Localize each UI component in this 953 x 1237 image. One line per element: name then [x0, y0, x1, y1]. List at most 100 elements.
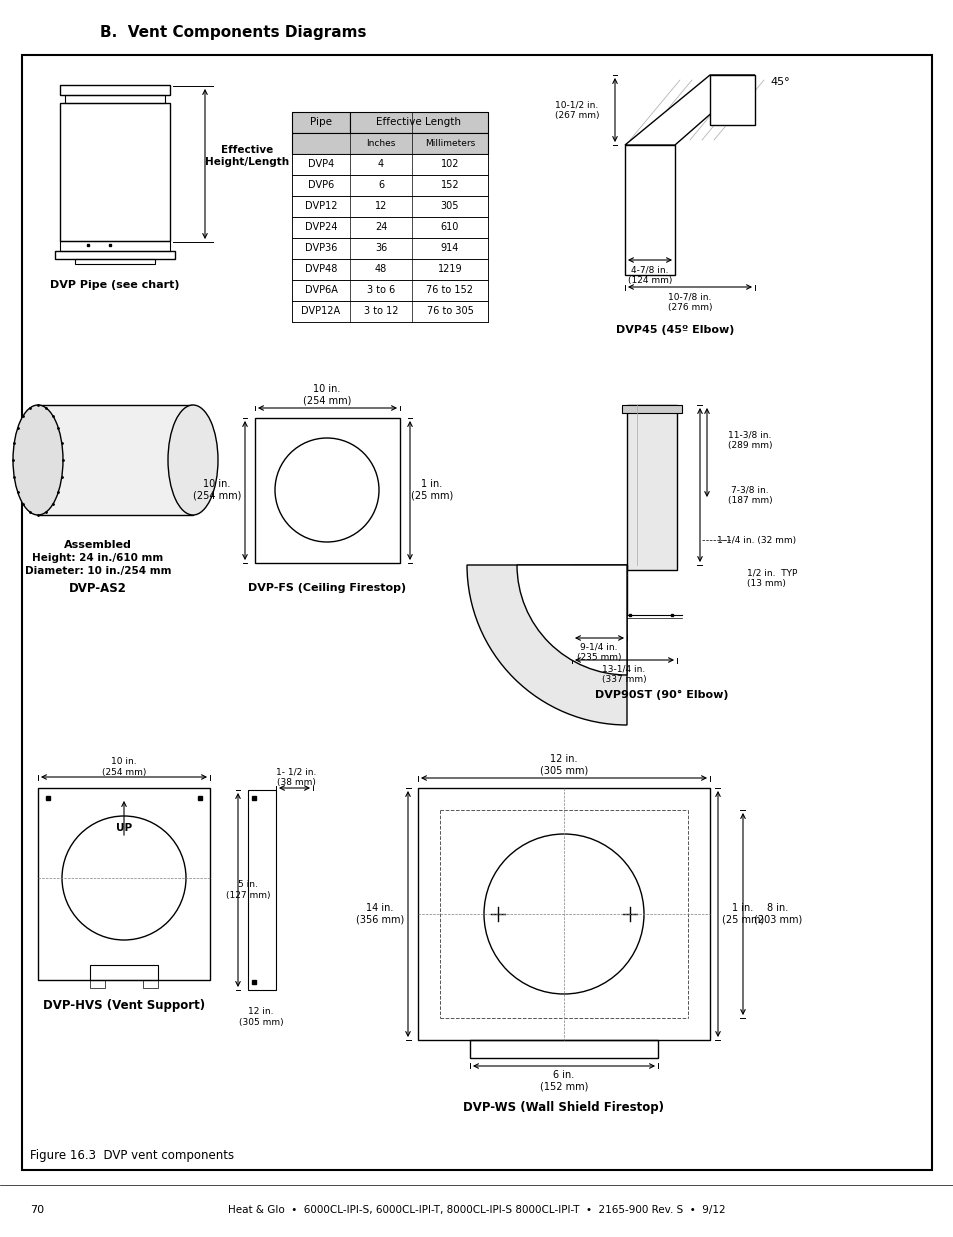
Text: 102: 102	[440, 160, 458, 169]
Bar	[470, 1040, 658, 1058]
Text: 1219: 1219	[437, 263, 462, 275]
Text: Heat & Glo  •  6000CL-IPI-S, 6000CL-IPI-T, 8000CL-IPI-S 8000CL-IPI-T  •  2165-90: Heat & Glo • 6000CL-IPI-S, 6000CL-IPI-T,…	[228, 1205, 725, 1215]
Bar	[626, 404, 677, 570]
Text: 24: 24	[375, 221, 387, 233]
Text: DVP36: DVP36	[305, 242, 336, 254]
Bar	[572, 565, 626, 615]
Text: 12: 12	[375, 200, 387, 212]
Text: Millimeters: Millimeters	[424, 139, 475, 147]
Bar	[38, 404, 193, 515]
Text: DVP-WS (Wall Shield Firestop): DVP-WS (Wall Shield Firestop)	[463, 1101, 664, 1115]
Bar	[65, 95, 165, 103]
Text: 4: 4	[377, 160, 384, 169]
Bar	[292, 153, 488, 174]
Bar	[248, 790, 275, 990]
Text: 152: 152	[440, 181, 458, 190]
Text: DVP45 (45º Elbow): DVP45 (45º Elbow)	[616, 325, 734, 335]
Text: 1/2 in.  TYP
(13 mm): 1/2 in. TYP (13 mm)	[746, 568, 797, 588]
Bar	[292, 301, 488, 322]
Text: DVP6: DVP6	[308, 181, 334, 190]
Bar	[60, 103, 170, 241]
Text: 45°: 45°	[769, 77, 789, 87]
Text: 12 in.
(305 mm): 12 in. (305 mm)	[238, 1007, 283, 1027]
Text: 5 in.
(127 mm): 5 in. (127 mm)	[226, 881, 270, 899]
Bar	[621, 404, 681, 413]
Bar	[75, 259, 154, 263]
Text: 10-1/2 in.
(267 mm): 10-1/2 in. (267 mm)	[554, 100, 598, 120]
Text: 6: 6	[377, 181, 384, 190]
Text: B.  Vent Components Diagrams: B. Vent Components Diagrams	[100, 25, 366, 40]
Text: DVP-AS2: DVP-AS2	[69, 581, 127, 595]
Bar	[467, 565, 626, 725]
Text: 610: 610	[440, 221, 458, 233]
Text: 1 in.
(25 mm): 1 in. (25 mm)	[721, 903, 763, 925]
Text: Diameter: 10 in./254 mm: Diameter: 10 in./254 mm	[25, 567, 172, 576]
Bar	[55, 251, 174, 259]
Text: DVP4: DVP4	[308, 160, 334, 169]
Text: DVP Pipe (see chart): DVP Pipe (see chart)	[51, 280, 179, 289]
Text: 3 to 6: 3 to 6	[367, 285, 395, 294]
Text: Height: 24 in./610 mm: Height: 24 in./610 mm	[32, 553, 164, 563]
Bar	[350, 113, 488, 134]
Text: Assembled: Assembled	[64, 541, 132, 550]
Text: 11-3/8 in.
(289 mm): 11-3/8 in. (289 mm)	[727, 430, 771, 450]
Text: DVP-HVS (Vent Support): DVP-HVS (Vent Support)	[43, 998, 205, 1012]
Wedge shape	[467, 565, 626, 725]
Text: 1-1/4 in. (32 mm): 1-1/4 in. (32 mm)	[717, 536, 796, 544]
Wedge shape	[517, 565, 626, 675]
Text: 10 in.
(254 mm): 10 in. (254 mm)	[102, 757, 146, 777]
Text: 9-1/4 in.
(235 mm): 9-1/4 in. (235 mm)	[577, 642, 620, 662]
Text: 6 in.
(152 mm): 6 in. (152 mm)	[539, 1070, 588, 1092]
Polygon shape	[709, 75, 754, 125]
Bar	[292, 113, 350, 134]
Bar	[254, 418, 399, 563]
Text: 12 in.
(305 mm): 12 in. (305 mm)	[539, 755, 587, 776]
Text: 10 in.
(254 mm): 10 in. (254 mm)	[193, 479, 241, 501]
Bar	[143, 980, 158, 988]
Bar	[38, 788, 210, 980]
Bar	[624, 145, 675, 275]
Text: 1- 1/2 in.
(38 mm): 1- 1/2 in. (38 mm)	[275, 767, 315, 787]
Text: 70: 70	[30, 1205, 44, 1215]
Text: 305: 305	[440, 200, 458, 212]
Text: DVP6A: DVP6A	[304, 285, 337, 294]
Text: 76 to 152: 76 to 152	[426, 285, 473, 294]
Bar	[417, 788, 709, 1040]
Text: 10 in.
(254 mm): 10 in. (254 mm)	[302, 385, 351, 406]
Text: DVP48: DVP48	[305, 263, 336, 275]
Text: 4-7/8 in.
(124 mm): 4-7/8 in. (124 mm)	[627, 265, 672, 285]
Ellipse shape	[168, 404, 218, 515]
Text: DVP-FS (Ceiling Firestop): DVP-FS (Ceiling Firestop)	[248, 583, 406, 593]
Text: UP: UP	[116, 823, 132, 833]
Bar	[292, 134, 488, 153]
Text: 36: 36	[375, 242, 387, 254]
Bar	[90, 980, 105, 988]
Text: 48: 48	[375, 263, 387, 275]
Text: DVP90ST (90° Elbow): DVP90ST (90° Elbow)	[595, 690, 728, 700]
Bar	[292, 280, 488, 301]
Text: 10-7/8 in.
(276 mm): 10-7/8 in. (276 mm)	[667, 292, 712, 312]
Text: 13-1/4 in.
(337 mm): 13-1/4 in. (337 mm)	[601, 664, 645, 684]
Bar	[60, 85, 170, 95]
Text: DVP12: DVP12	[304, 200, 337, 212]
Text: DVP24: DVP24	[304, 221, 337, 233]
Text: 1 in.
(25 mm): 1 in. (25 mm)	[411, 479, 453, 501]
Bar	[292, 195, 488, 216]
Bar	[60, 241, 170, 251]
Text: 7-3/8 in.
(187 mm): 7-3/8 in. (187 mm)	[727, 485, 772, 505]
Bar	[292, 238, 488, 259]
Polygon shape	[624, 75, 754, 145]
Bar	[292, 216, 488, 238]
Text: 3 to 12: 3 to 12	[363, 306, 397, 315]
Bar	[626, 400, 786, 565]
Bar	[292, 259, 488, 280]
Bar	[572, 610, 579, 615]
Text: 914: 914	[440, 242, 458, 254]
Text: 14 in.
(356 mm): 14 in. (356 mm)	[355, 903, 404, 925]
Text: Figure 16.3  DVP vent components: Figure 16.3 DVP vent components	[30, 1148, 233, 1162]
Text: 8 in.
(203 mm): 8 in. (203 mm)	[753, 903, 801, 925]
Text: DVP12A: DVP12A	[301, 306, 340, 315]
Bar	[90, 965, 158, 980]
Text: Effective Length: Effective Length	[376, 118, 461, 127]
Bar	[292, 174, 488, 195]
